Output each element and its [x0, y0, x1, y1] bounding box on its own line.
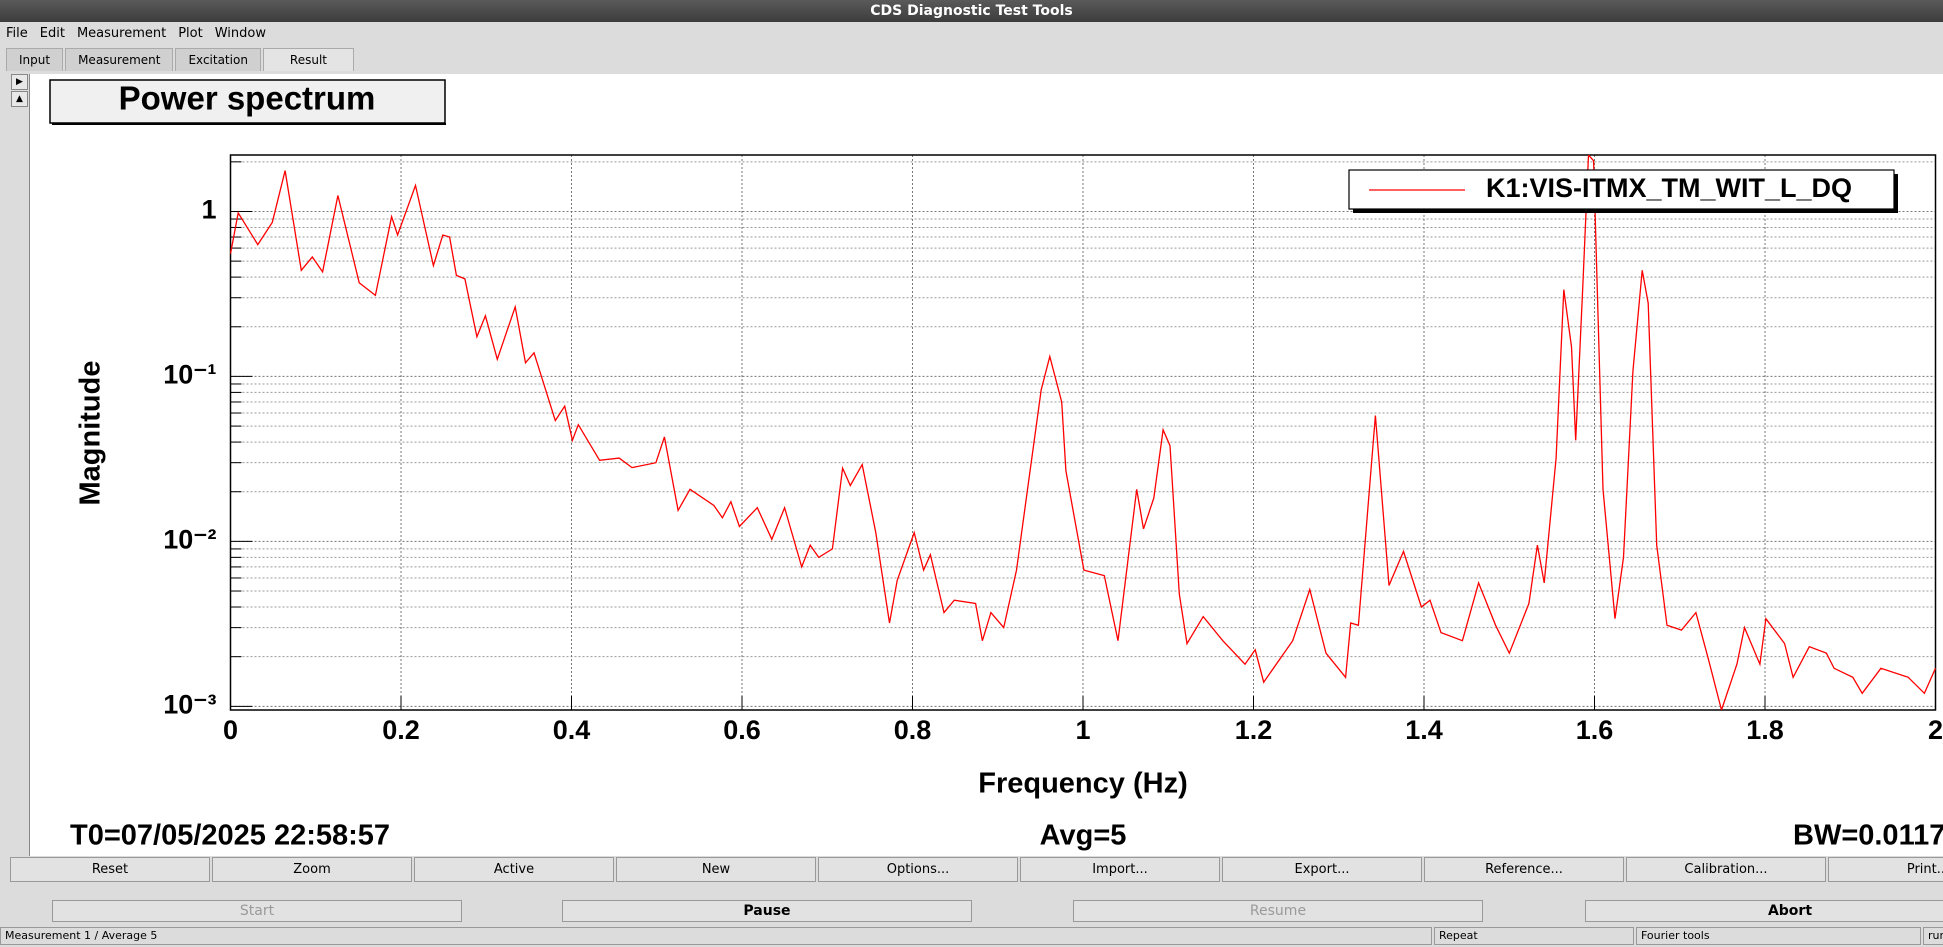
toolbar-button[interactable]: New — [616, 857, 816, 882]
x-tick-label: 0.2 — [382, 715, 420, 745]
menu-item[interactable]: Plot — [178, 26, 203, 41]
toolbar-button[interactable]: Zoom — [212, 857, 412, 882]
window-title: CDS Diagnostic Test Tools — [870, 3, 1073, 19]
tab[interactable]: Measurement — [65, 48, 174, 71]
toolbar-button[interactable]: Reset — [10, 857, 210, 882]
x-tick-label: 1.4 — [1405, 715, 1443, 745]
menu-item[interactable]: Window — [214, 26, 266, 41]
status-field: run — [1923, 927, 1943, 945]
menu-item[interactable]: File — [6, 26, 28, 41]
y-tick-label: 10⁻¹ — [163, 360, 216, 390]
y-tick-label: 1 — [201, 195, 216, 225]
plot-frame — [229, 154, 1937, 711]
toolbar-button[interactable]: Print... — [1828, 857, 1943, 882]
tab[interactable]: Input — [6, 48, 64, 71]
control-button[interactable]: Abort — [1585, 900, 1943, 922]
scroll-arrow[interactable]: ▶ — [11, 74, 28, 90]
info-bw: BW=0.0117 — [1793, 820, 1943, 852]
plot-title: Power spectrum — [119, 80, 376, 117]
toolbar-button[interactable]: Export... — [1222, 857, 1422, 882]
status-field: Fourier tools — [1636, 927, 1921, 945]
tab[interactable]: Result — [262, 48, 354, 71]
x-tick-label: 2 — [1928, 715, 1943, 745]
control-button[interactable]: Resume — [1073, 900, 1483, 922]
x-tick-label: 1.2 — [1235, 715, 1273, 745]
toolbar-button[interactable]: Options... — [818, 857, 1018, 882]
toolbar-button[interactable]: Import... — [1020, 857, 1220, 882]
x-tick-label: 0 — [223, 715, 238, 745]
legend-label: K1:VIS-ITMX_TM_WIT_L_DQ — [1486, 173, 1852, 203]
x-axis-label: Frequency (Hz) — [978, 768, 1187, 800]
status-field: Repeat — [1434, 927, 1634, 945]
status-field: Measurement 1 / Average 5 — [0, 927, 1432, 945]
control-button[interactable]: Start — [52, 900, 462, 922]
tab[interactable]: Excitation — [175, 48, 261, 71]
info-t0: T0=07/05/2025 22:58:57 — [70, 820, 390, 852]
info-avg: Avg=5 — [1040, 820, 1127, 852]
y-tick-label: 10⁻² — [163, 525, 216, 555]
toolbar-button[interactable]: Reference... — [1424, 857, 1624, 882]
menu-item[interactable]: Measurement — [76, 26, 167, 41]
x-tick-label: 0.6 — [723, 715, 761, 745]
title-bar: CDS Diagnostic Test Tools — [0, 0, 1943, 22]
x-tick-label: 1.8 — [1746, 715, 1784, 745]
toolbar-button[interactable]: Active — [414, 857, 614, 882]
toolbar-button[interactable]: Calibration... — [1626, 857, 1826, 882]
x-tick-label: 1.6 — [1576, 715, 1614, 745]
menu-item[interactable]: Edit — [39, 26, 65, 41]
x-tick-label: 0.4 — [553, 715, 591, 745]
spectrum-line — [230, 155, 1936, 710]
plot-title-box — [49, 79, 446, 124]
x-tick-label: 1 — [1075, 715, 1090, 745]
scroll-arrow[interactable]: ▲ — [11, 91, 28, 107]
control-button[interactable]: Pause — [562, 900, 972, 922]
x-tick-label: 0.8 — [894, 715, 932, 745]
tab-bar: Input Measurement Excitation Result — [6, 48, 356, 71]
y-tick-label: 10⁻³ — [163, 689, 216, 719]
menu-bar: File Edit Measurement Plot Window — [0, 22, 1943, 46]
y-axis-label: Magnitude — [75, 361, 107, 506]
